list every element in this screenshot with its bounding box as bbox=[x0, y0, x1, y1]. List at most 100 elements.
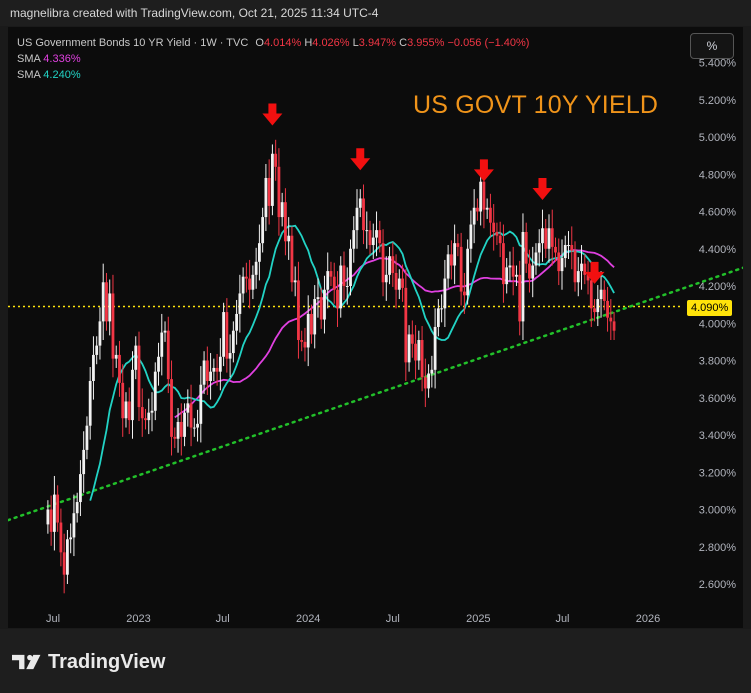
candle-body bbox=[378, 230, 382, 244]
candle-body bbox=[131, 369, 134, 421]
candle-body bbox=[150, 410, 154, 413]
candle-body bbox=[589, 280, 593, 309]
chart-panel[interactable]: 2.600% 2.800% 3.000% 3.200% 3.400% 3.600% 3.80… bbox=[8, 27, 743, 628]
candle-body bbox=[602, 289, 606, 301]
candle-body bbox=[609, 317, 613, 322]
footer-bar: TradingView bbox=[0, 629, 751, 693]
candle-body bbox=[147, 412, 151, 421]
candle-body bbox=[492, 222, 496, 232]
candle-body bbox=[436, 308, 440, 327]
trendline-layer bbox=[8, 266, 743, 522]
legend-symbol-row: US Government Bonds 10 YR Yield · 1W · T… bbox=[17, 35, 529, 51]
candle-body bbox=[290, 235, 294, 283]
candle-body bbox=[606, 300, 609, 318]
candle-body bbox=[479, 181, 483, 212]
candle-body bbox=[440, 308, 444, 310]
x-tick-label: Jul bbox=[555, 613, 569, 625]
x-tick-label: Jul bbox=[46, 613, 60, 625]
candle-body bbox=[508, 265, 512, 268]
candle-body bbox=[462, 291, 466, 296]
candle-body bbox=[345, 286, 349, 287]
support-trendline bbox=[8, 266, 743, 522]
candle-body bbox=[144, 418, 147, 421]
candle-body bbox=[111, 293, 115, 359]
candle-body bbox=[349, 248, 352, 286]
candle-body bbox=[287, 235, 291, 242]
candle-body bbox=[502, 243, 505, 285]
candle-body bbox=[313, 299, 317, 335]
tradingview-logo-icon[interactable] bbox=[12, 653, 44, 671]
close-value: 3.955% bbox=[407, 37, 445, 49]
chart-legend: US Government Bonds 10 YR Yield · 1W · T… bbox=[17, 35, 529, 83]
candle-body bbox=[355, 207, 359, 231]
candle-body bbox=[365, 230, 369, 232]
candle-body bbox=[511, 265, 515, 277]
y-tick-label: 2.600% bbox=[699, 579, 737, 591]
candle-body bbox=[482, 181, 486, 210]
candle-body bbox=[586, 274, 590, 281]
candle-body bbox=[293, 280, 297, 283]
candle-body bbox=[319, 297, 323, 320]
candle-body bbox=[173, 436, 177, 439]
candle-body bbox=[303, 341, 307, 348]
chart-svg[interactable]: 2.600% 2.800% 3.000% 3.200% 3.400% 3.600% 3.80… bbox=[8, 27, 743, 628]
candle-body bbox=[375, 230, 378, 238]
candle-body bbox=[310, 313, 313, 335]
candle-body bbox=[570, 245, 574, 251]
candle-body bbox=[576, 271, 580, 283]
price-axis: 2.600% 2.800% 3.000% 3.200% 3.400% 3.600% 3.80… bbox=[699, 58, 737, 592]
candle-body bbox=[456, 243, 460, 247]
candle-body bbox=[410, 334, 414, 344]
candle-body bbox=[430, 369, 434, 374]
candle-body bbox=[264, 177, 268, 218]
candle-body bbox=[342, 265, 346, 286]
candle-body bbox=[469, 224, 473, 249]
candle-body bbox=[284, 202, 287, 242]
candle-body bbox=[596, 299, 600, 313]
candle-body bbox=[316, 297, 320, 300]
candle-body bbox=[427, 373, 430, 389]
candle-body bbox=[329, 271, 333, 277]
candle-body bbox=[179, 421, 183, 437]
candle-body bbox=[528, 263, 531, 279]
candle-body bbox=[394, 272, 398, 290]
candle-body bbox=[599, 289, 603, 300]
candle-body bbox=[140, 407, 144, 419]
high-value: 4.026% bbox=[312, 37, 350, 49]
candle-body bbox=[59, 522, 63, 553]
peak-arrow-icon bbox=[584, 261, 605, 284]
candle-body bbox=[98, 321, 102, 346]
time-axis: Jul 2023 Jul 2024 Jul 2025 Jul 2026 bbox=[46, 613, 660, 625]
y-tick-label: 4.000% bbox=[699, 318, 737, 330]
candle-body bbox=[121, 382, 125, 419]
candle-body bbox=[192, 427, 196, 429]
candle-body bbox=[352, 230, 356, 249]
candle-body bbox=[381, 243, 385, 283]
candle-body bbox=[212, 367, 216, 372]
top-bar: magnelibra created with TradingView.com,… bbox=[0, 0, 751, 26]
candle-body bbox=[339, 265, 343, 309]
candle-body bbox=[332, 276, 336, 290]
candle-body bbox=[423, 377, 427, 389]
y-tick-label: 5.200% bbox=[699, 95, 737, 107]
candle-body bbox=[183, 412, 186, 437]
candle-body bbox=[215, 367, 219, 372]
tradingview-brand[interactable]: TradingView bbox=[48, 651, 166, 673]
candle-body bbox=[391, 256, 395, 273]
peak-arrow-icon bbox=[532, 178, 553, 201]
candle-body bbox=[108, 293, 112, 322]
sma1-label: SMA bbox=[17, 53, 41, 65]
candle-body bbox=[101, 282, 105, 322]
candle-body bbox=[476, 207, 479, 212]
y-tick-label: 4.600% bbox=[699, 207, 737, 219]
candle-body bbox=[95, 345, 99, 355]
candle-body bbox=[397, 278, 401, 290]
candle-body bbox=[205, 360, 209, 381]
percent-scale-button[interactable]: % bbox=[690, 33, 734, 59]
sma1-value: 4.336% bbox=[43, 53, 81, 65]
candle-body bbox=[466, 248, 470, 296]
candle-body bbox=[300, 340, 304, 342]
candle-body bbox=[244, 276, 248, 279]
candle-body bbox=[414, 343, 417, 361]
candle-body bbox=[407, 334, 411, 363]
